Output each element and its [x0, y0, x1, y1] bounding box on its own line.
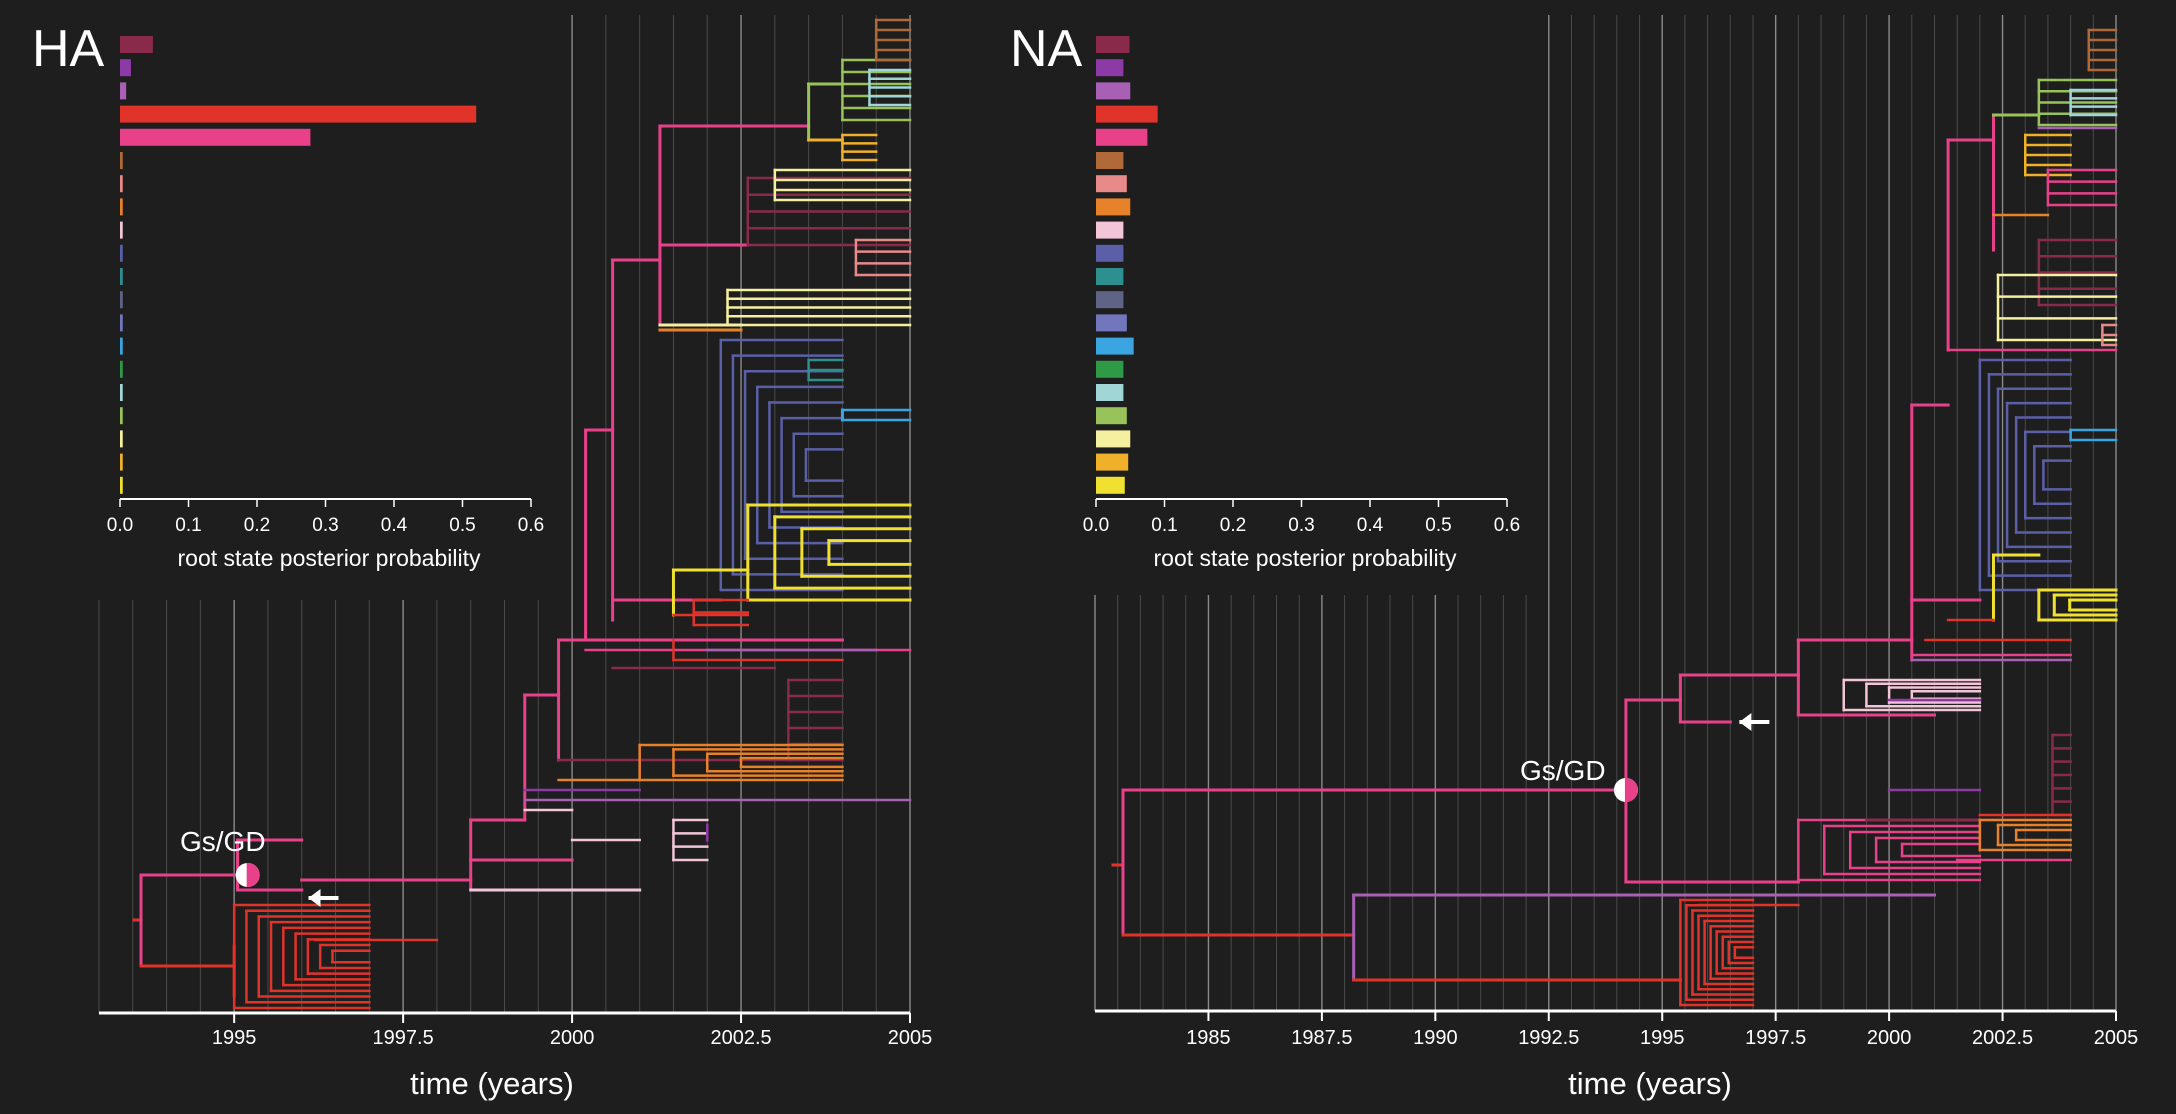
inset-bar — [1096, 244, 1124, 262]
time-tick-label: 2000 — [550, 1027, 595, 1049]
inset-bar — [1096, 384, 1124, 401]
inset-bar — [120, 453, 123, 471]
inset-bar — [120, 105, 477, 123]
inset-bar — [120, 430, 123, 448]
na-phylogenetic-tree — [1111, 28, 2118, 1007]
inset-tick-label: 0.2 — [244, 515, 270, 536]
time-tick-label: 1985 — [1186, 1027, 1231, 1049]
root-node-half — [247, 863, 260, 887]
inset-bar — [120, 384, 123, 401]
inset-tick-label: 0.6 — [1494, 515, 1520, 536]
inset-bar — [1096, 407, 1127, 425]
inset-bar — [1096, 221, 1124, 239]
time-tick-label: 1992.5 — [1518, 1027, 1579, 1049]
inset-bar — [120, 407, 123, 425]
time-tick-label: 1997.5 — [373, 1027, 434, 1049]
inset-bar — [120, 314, 123, 332]
inset-bar — [1096, 291, 1124, 309]
ha-phylogenetic-tree — [132, 18, 912, 1010]
inset-bar — [120, 268, 123, 285]
time-tick-label: 2000 — [1867, 1027, 1912, 1049]
inset-bar — [1096, 175, 1127, 193]
inset-tick-label: 0.1 — [175, 515, 201, 536]
inset-bar — [120, 59, 131, 77]
inset-tick-label: 0.0 — [107, 515, 133, 536]
inset-bar — [1096, 82, 1131, 100]
na-gsgd-label: Gs/GD — [1520, 755, 1606, 786]
na-time-axis: 1985 1987.5 1990 1992.5 1995 1997.5 2000 2002.5… — [1095, 1009, 2139, 1049]
time-tick-label: 2005 — [888, 1027, 933, 1049]
inset-bar — [120, 128, 311, 146]
inset-bar — [1096, 453, 1129, 471]
inset-tick-label: 0.3 — [312, 515, 338, 536]
inset-bar — [1096, 59, 1124, 77]
inset-bar — [120, 476, 123, 494]
ha-time-axis-title: time (years) — [410, 1066, 574, 1101]
inset-bar — [120, 221, 123, 239]
inset-tick-label: 0.3 — [1288, 515, 1314, 536]
ha-gsgd-label: Gs/GD — [180, 826, 266, 857]
inset-tick-label: 0.2 — [1220, 515, 1246, 536]
inset-bar — [1096, 152, 1124, 169]
na-time-axis-title: time (years) — [1568, 1066, 1732, 1101]
inset-bar — [120, 152, 123, 169]
inset-tick-label: 0.5 — [449, 515, 475, 536]
na-inset-xlabel: root state posterior probability — [1154, 545, 1457, 571]
root-node-half — [1625, 778, 1638, 802]
inset-bar — [120, 244, 123, 262]
panel-label-na: NA — [1010, 20, 1083, 78]
inset-bar — [120, 82, 127, 100]
inset-bar — [1096, 105, 1158, 123]
inset-bar — [1096, 128, 1148, 146]
ha-inset-xlabel: root state posterior probability — [178, 545, 481, 571]
arrow-head — [308, 889, 321, 907]
time-tick-label: 1987.5 — [1291, 1027, 1352, 1049]
time-tick-label: 1997.5 — [1745, 1027, 1806, 1049]
time-tick-label: 2005 — [2094, 1027, 2139, 1049]
arrow-head — [1739, 713, 1752, 731]
inset-bar — [1096, 314, 1127, 332]
inset-tick-label: 0.0 — [1083, 515, 1109, 536]
time-tick-label: 2002.5 — [710, 1027, 771, 1049]
inset-tick-label: 0.1 — [1151, 515, 1177, 536]
inset-bar — [1096, 476, 1125, 494]
inset-bar — [1096, 360, 1124, 378]
panel-label-ha: HA — [32, 20, 105, 78]
inset-tick-label: 0.4 — [381, 515, 408, 536]
inset-tick-label: 0.4 — [1357, 515, 1384, 536]
ha-time-gridlines — [98, 15, 911, 1013]
inset-bar — [120, 291, 123, 309]
time-tick-label: 1995 — [212, 1027, 257, 1049]
inset-bar — [1096, 36, 1130, 53]
na-inset-bar-chart: 0.0 0.1 0.2 0.3 0.4 0.5 0.6 — [1083, 36, 1520, 536]
inset-bar — [1096, 198, 1131, 216]
time-tick-label: 1990 — [1413, 1027, 1458, 1049]
ha-time-axis: 1995 1997.5 2000 2002.5 2005 — [99, 1011, 933, 1049]
inset-bar — [120, 360, 123, 378]
time-tick-label: 2002.5 — [1972, 1027, 2033, 1049]
inset-tick-label: 0.5 — [1425, 515, 1451, 536]
inset-bar — [120, 198, 123, 216]
inset-bar — [120, 337, 123, 355]
inset-bar — [120, 175, 123, 193]
inset-bar — [1096, 430, 1131, 448]
ha-inset-bar-chart: 0.0 0.1 0.2 0.3 0.4 0.5 0.6 — [107, 36, 544, 536]
time-tick-label: 1995 — [1640, 1027, 1685, 1049]
inset-tick-label: 0.6 — [518, 515, 544, 536]
inset-bar — [120, 36, 153, 53]
inset-bar — [1096, 268, 1124, 285]
inset-bar — [1096, 337, 1134, 355]
